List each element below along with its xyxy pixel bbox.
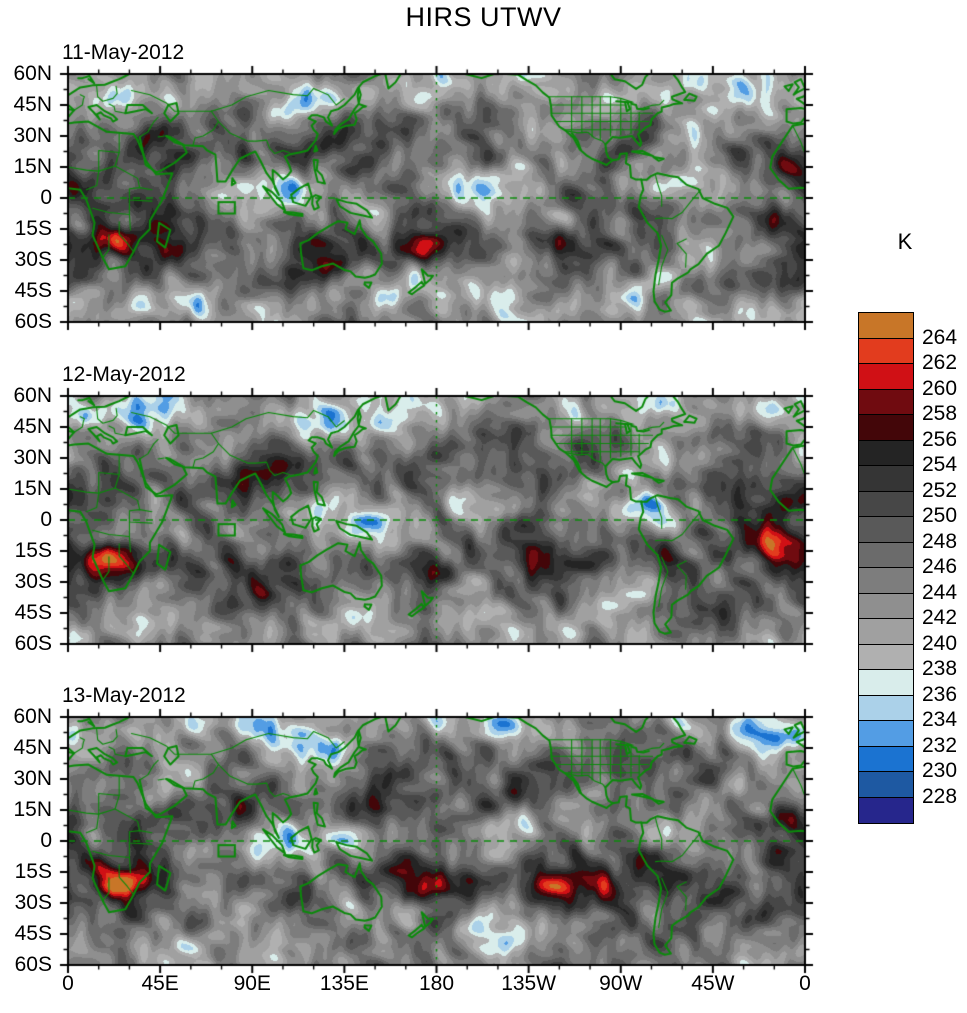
colorbar-tick-label: 260 <box>922 376 958 400</box>
colorbar-block <box>859 721 913 747</box>
lon-tick-label: 0 <box>799 972 811 995</box>
colorbar-block <box>859 517 913 543</box>
lat-tick-label: 15S <box>14 539 52 562</box>
lon-tick-label: 180 <box>418 972 455 995</box>
colorbar-tick-label: 240 <box>922 631 958 655</box>
lat-tick-label: 45S <box>14 279 52 302</box>
lat-tick-label: 30S <box>14 248 52 271</box>
colorbar-block <box>859 466 913 492</box>
lat-tick-label: 0 <box>40 186 52 209</box>
lat-tick-label: 15N <box>13 798 52 821</box>
colorbar-tick-label: 246 <box>922 555 958 578</box>
lat-tick-label: 45S <box>14 922 52 945</box>
panel-date-label-2: 12-May-2012 <box>62 363 186 386</box>
lat-tick-label: 60N <box>13 705 52 728</box>
lat-tick-label: 30N <box>13 124 52 147</box>
colorbar-tick-label: 254 <box>922 453 958 476</box>
lon-tick-label: 45W <box>691 972 735 995</box>
colorbar-tick-label: 238 <box>922 657 958 680</box>
colorbar-tick-label: 242 <box>922 606 958 629</box>
colorbar-block <box>859 542 913 568</box>
colorbar-tick-label: 236 <box>922 682 958 706</box>
lon-tick-label: 135E <box>319 972 369 995</box>
colorbar-tick-label: 250 <box>922 504 958 527</box>
colorbar-tick-label: 256 <box>922 427 958 451</box>
colorbar-tick-label: 264 <box>922 325 958 349</box>
panel-date-label-1: 11-May-2012 <box>62 41 185 64</box>
colorbar-block <box>859 568 913 594</box>
lat-tick-label: 45N <box>13 93 52 116</box>
figure-title: HIRS UTWV <box>405 2 562 32</box>
lat-tick-label: 45S <box>14 601 52 624</box>
colorbar-unit-label: K <box>897 229 913 254</box>
lon-tick-label: 90E <box>233 972 271 995</box>
lon-tick-label: 135W <box>501 972 557 995</box>
colorbar-block <box>859 491 913 517</box>
lat-tick-label: 30N <box>13 446 52 469</box>
lat-tick-label: 60S <box>14 310 52 333</box>
map-canvas-3 <box>56 705 817 977</box>
lon-tick-label: 45E <box>141 972 179 995</box>
lat-tick-label: 30N <box>13 767 52 790</box>
lat-tick-label: 15S <box>14 217 52 240</box>
colorbar-block <box>859 644 913 670</box>
lat-tick-label: 15S <box>14 860 52 883</box>
lat-tick-label: 30S <box>14 570 52 593</box>
colorbar-block <box>859 389 913 415</box>
colorbar-block <box>859 746 913 772</box>
lat-tick-label: 45N <box>13 415 52 438</box>
lat-tick-label: 45N <box>13 736 52 759</box>
colorbar-block <box>859 338 913 364</box>
colorbar-tick-label: 228 <box>922 784 958 808</box>
colorbar-tick-label: 252 <box>922 478 958 502</box>
colorbar-block <box>859 313 913 339</box>
colorbar-block <box>859 772 913 798</box>
lat-tick-label: 60N <box>13 62 52 85</box>
colorbar-block <box>859 593 913 619</box>
colorbar-tick-label: 232 <box>922 733 958 757</box>
colorbar-tick-label: 234 <box>922 708 958 731</box>
panel-date-label-3: 13-May-2012 <box>62 684 186 707</box>
colorbar-block <box>859 364 913 390</box>
colorbar-block <box>859 670 913 696</box>
lat-tick-label: 60N <box>13 384 52 407</box>
colorbar-block <box>859 797 913 823</box>
lon-tick-label: 0 <box>62 972 74 995</box>
lat-tick-label: 15N <box>13 155 52 178</box>
lon-tick-label: 90W <box>599 972 643 995</box>
colorbar-tick-label: 230 <box>922 759 958 782</box>
colorbar-block <box>859 440 913 466</box>
colorbar <box>858 312 914 824</box>
colorbar-tick-label: 248 <box>922 529 958 553</box>
colorbar-tick-label: 258 <box>922 402 958 425</box>
map-canvas-1 <box>56 62 817 334</box>
map-canvas-2 <box>56 384 817 656</box>
lat-tick-label: 60S <box>14 953 52 976</box>
lat-tick-label: 30S <box>14 891 52 914</box>
lat-tick-label: 0 <box>40 508 52 531</box>
colorbar-block <box>859 695 913 721</box>
lat-tick-label: 60S <box>14 632 52 655</box>
lat-tick-label: 15N <box>13 477 52 500</box>
colorbar-block <box>859 415 913 441</box>
colorbar-tick-label: 244 <box>922 580 958 604</box>
lat-tick-label: 0 <box>40 829 52 852</box>
colorbar-tick-label: 262 <box>922 351 958 374</box>
colorbar-block <box>859 619 913 645</box>
